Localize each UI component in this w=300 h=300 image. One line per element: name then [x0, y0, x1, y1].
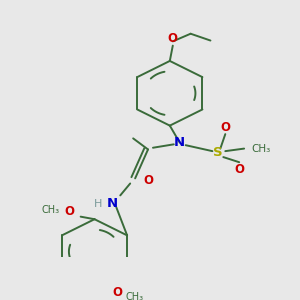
Text: CH₃: CH₃ [125, 292, 143, 300]
Text: O: O [168, 32, 178, 45]
Text: H: H [94, 199, 103, 209]
Text: N: N [174, 136, 185, 149]
Text: CH₃: CH₃ [42, 205, 60, 215]
Text: CH₃: CH₃ [251, 144, 271, 154]
Text: O: O [234, 163, 244, 176]
Text: O: O [220, 121, 230, 134]
Text: O: O [143, 174, 153, 188]
Text: S: S [213, 146, 222, 159]
Text: N: N [107, 197, 118, 210]
Text: O: O [112, 286, 122, 299]
Text: O: O [65, 205, 75, 218]
